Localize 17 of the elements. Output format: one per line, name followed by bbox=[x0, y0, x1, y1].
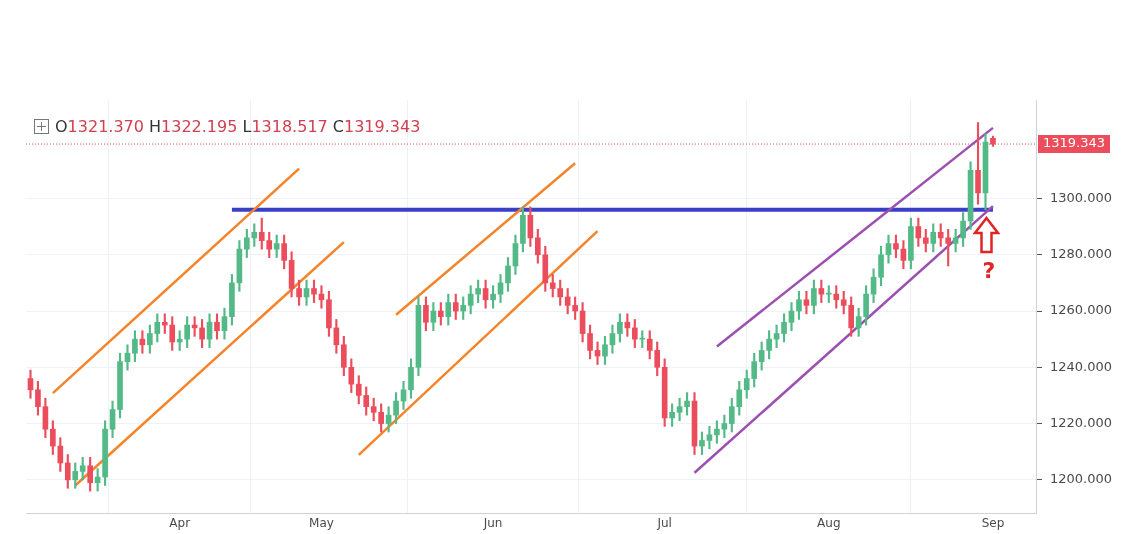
x-tick-label: Jun bbox=[482, 515, 503, 530]
y-tick-label: 1280.000 bbox=[1049, 246, 1112, 262]
x-tick-label: Sep bbox=[981, 515, 1005, 530]
y-tick-label: 1260.000 bbox=[1049, 302, 1112, 318]
y-tick-label: 1220.000 bbox=[1049, 414, 1112, 430]
candlestick bbox=[803, 291, 810, 315]
y-tick-label: 1240.000 bbox=[1049, 358, 1112, 374]
x-tick-label: Aug bbox=[817, 515, 841, 530]
x-tick-label: Jul bbox=[656, 515, 672, 530]
text: O1321.370 H1322.195 L1318.517 C1319.343 bbox=[55, 117, 421, 137]
annotation: ? bbox=[982, 257, 996, 283]
ref-line-label: 1319.343 bbox=[1042, 135, 1105, 151]
y-tick-label: 1200.000 bbox=[1049, 471, 1112, 487]
candlestick bbox=[706, 426, 713, 450]
y-tick-label: 1300.000 bbox=[1049, 189, 1112, 205]
x-tick-label: May bbox=[309, 515, 334, 530]
x-tick-label: Apr bbox=[169, 515, 191, 530]
